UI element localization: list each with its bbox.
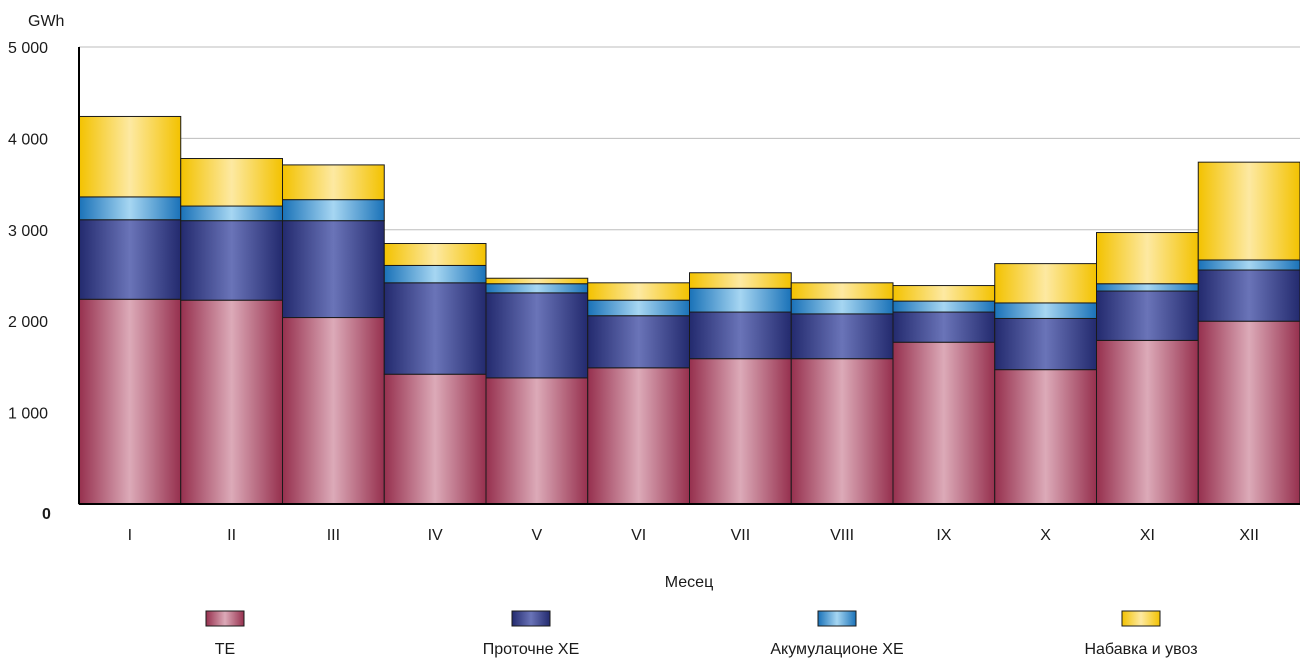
legend-swatch-3 — [1121, 610, 1161, 627]
bar-IV-series-2 — [383, 264, 487, 284]
x-tick-label-4: V — [532, 527, 543, 544]
legend-swatch-0 — [205, 610, 245, 627]
bar-IX-series-1 — [892, 311, 996, 343]
x-tick-label-0: I — [128, 527, 132, 544]
bars-group — [78, 115, 1300, 505]
y-tick-label-5: 5 000 — [8, 40, 48, 57]
bar-VI-series-3 — [587, 282, 690, 301]
legend: ТЕ Проточне ХЕ Акумулационе ХЕ Набавка и ув… — [205, 610, 1198, 658]
bar-VII-series-3 — [689, 272, 792, 289]
bar-VIII-series-2 — [790, 298, 894, 315]
bar-V-series-3 — [485, 277, 589, 285]
bar-V-series-1 — [485, 292, 589, 379]
x-tick-label-8: IX — [936, 527, 951, 544]
axes — [78, 47, 1300, 505]
x-axis-title: Месец — [665, 574, 713, 591]
bar-III-series-0 — [282, 317, 385, 505]
bar-III-series-2 — [282, 199, 385, 222]
bar-III-series-3 — [282, 164, 385, 201]
x-tick-label-7: VIII — [830, 527, 854, 544]
bar-IV-series-0 — [383, 373, 487, 505]
bar-IV-series-3 — [383, 243, 487, 266]
bar-VI-series-1 — [587, 315, 690, 369]
y-tick-label-3: 3 000 — [8, 223, 48, 240]
bar-XI-series-0 — [1096, 339, 1199, 505]
bar-X-series-0 — [994, 369, 1097, 505]
x-tick-label-9: X — [1040, 527, 1051, 544]
bar-VIII-series-0 — [790, 358, 894, 505]
y-tick-label-2: 2 000 — [8, 314, 48, 331]
bar-VIII-series-3 — [790, 282, 894, 300]
bar-XI-series-2 — [1096, 283, 1199, 292]
bar-II-series-0 — [180, 299, 283, 505]
bar-V-series-0 — [485, 377, 589, 505]
x-tick-labels: I II III IV V VI VII VIII IX X XI XII — [128, 527, 1259, 544]
legend-label-0: ТЕ — [215, 641, 235, 658]
x-tick-label-1: II — [227, 527, 236, 544]
legend-label-3: Набавка и увоз — [1084, 641, 1197, 658]
bar-IX-series-2 — [892, 300, 996, 313]
x-tick-label-2: III — [327, 527, 340, 544]
bar-II-series-2 — [180, 205, 283, 222]
y-unit-label: GWh — [28, 13, 64, 30]
bar-VI-series-0 — [587, 367, 690, 505]
bar-X-series-1 — [994, 317, 1097, 371]
bar-I-series-3 — [78, 115, 182, 198]
y-tick-labels: 0 1 000 2 000 3 000 4 000 5 000 — [8, 40, 51, 523]
bar-V-series-2 — [485, 283, 589, 294]
bar-VI-series-2 — [587, 299, 690, 317]
y-tick-label-4: 4 000 — [8, 131, 48, 148]
bar-II-series-1 — [180, 220, 283, 301]
bar-III-series-1 — [282, 220, 385, 319]
bar-X-series-3 — [994, 263, 1097, 304]
x-tick-label-11: XII — [1239, 527, 1259, 544]
bar-XII-series-0 — [1197, 320, 1300, 505]
bar-I-series-0 — [78, 298, 182, 505]
bar-I-series-2 — [78, 196, 182, 221]
bar-VII-series-1 — [689, 311, 792, 360]
bar-XI-series-1 — [1096, 290, 1199, 341]
bar-VIII-series-1 — [790, 313, 894, 360]
y-tick-label-0: 0 — [42, 506, 51, 523]
x-tick-label-3: IV — [428, 527, 443, 544]
x-tick-label-6: VII — [731, 527, 751, 544]
x-tick-label-5: VI — [631, 527, 646, 544]
bar-XII-series-1 — [1197, 269, 1300, 322]
y-tick-label-1: 1 000 — [8, 406, 48, 423]
bar-XI-series-3 — [1096, 232, 1199, 285]
legend-swatch-2 — [817, 610, 857, 627]
bar-IX-series-3 — [892, 285, 996, 302]
legend-label-1: Проточне ХЕ — [483, 641, 580, 658]
bar-IX-series-0 — [892, 341, 996, 505]
legend-swatch-1 — [511, 610, 551, 627]
bar-XII-series-2 — [1197, 259, 1300, 271]
bar-X-series-2 — [994, 302, 1097, 319]
bar-IV-series-1 — [383, 282, 487, 375]
bar-VII-series-0 — [689, 358, 792, 505]
bar-VII-series-2 — [689, 287, 792, 313]
x-tick-label-10: XI — [1140, 527, 1155, 544]
bar-II-series-3 — [180, 158, 283, 207]
bar-I-series-1 — [78, 219, 182, 300]
legend-label-2: Акумулационе ХЕ — [770, 641, 903, 658]
bar-XII-series-3 — [1197, 161, 1300, 261]
